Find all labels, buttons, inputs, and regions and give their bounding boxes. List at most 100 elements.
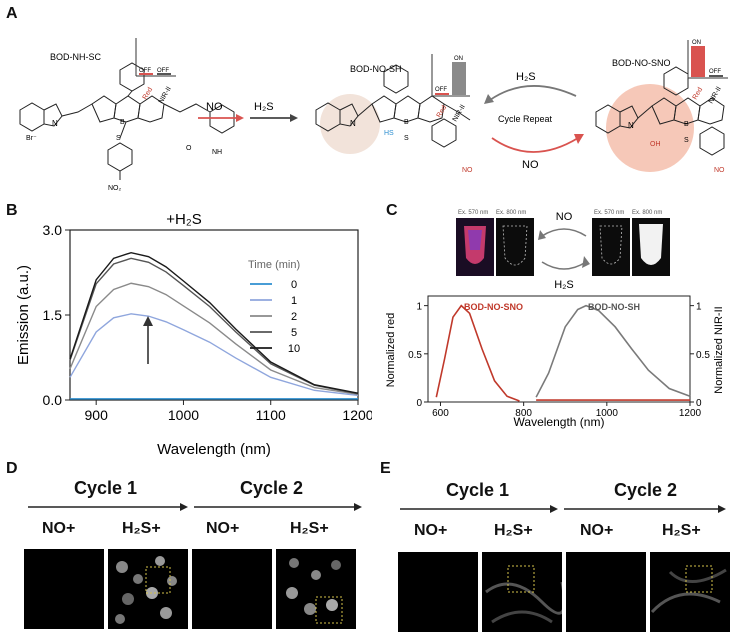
e-no-label-2: NO+ [580, 522, 614, 539]
chart-b-legend-title: Time (min) [248, 259, 300, 271]
chart-b-ytick-label: 1.5 [43, 307, 63, 323]
e-h2s-label-2: H₂S+ [662, 522, 701, 539]
e-cycle2-label: Cycle 2 [614, 480, 678, 500]
mini-red-1: Red [142, 86, 155, 101]
arrow-no-label: NO [206, 101, 223, 113]
chart-b-legend-label: 0 [291, 279, 297, 291]
mini-nir-1: NIR-II [158, 86, 173, 105]
e-h2s-label-1: H₂S+ [494, 522, 533, 539]
cycle-bottom-label: NO [522, 159, 539, 171]
chart-b-xtick-label: 1100 [256, 407, 286, 423]
chart-b-frame [69, 229, 359, 401]
mini-nir-2: NIR-II [452, 104, 467, 123]
arrow-up-icon [143, 316, 153, 364]
c-h2s-label: H₂S [554, 279, 574, 291]
mol3-oh: OH [650, 141, 661, 148]
chart-b-ytick-label: 0.0 [43, 392, 63, 408]
e-cycle1-label: Cycle 1 [446, 480, 510, 500]
d-image-no-1 [24, 549, 104, 629]
mol2-hs: HS [384, 130, 394, 137]
mol2-atom-b: B [404, 119, 409, 126]
panel-letter-a: A [6, 5, 18, 22]
chart-c-ylabel-right: Normalized NIR-II [713, 306, 725, 393]
chart-b-ylabel: Emission (a.u.) [15, 265, 32, 365]
mol1-atom-n: N [52, 119, 58, 128]
chart-c-ytick-label: 0 [416, 398, 422, 409]
cycle-arrow-bottom [491, 137, 579, 153]
chart-c-series-1 [535, 304, 691, 398]
chart-b-xtick-label: 900 [85, 407, 109, 423]
chart-c-frame [427, 295, 691, 403]
mini-off-4: OFF [709, 69, 721, 75]
mol2-label: BOD-NO-SH [350, 64, 402, 74]
ex570-2: Ex. 570 nm [594, 210, 624, 216]
e-image-no-1 [398, 552, 478, 632]
ex800-2: Ex. 800 nm [632, 210, 662, 216]
d-image-h2s-1 [108, 549, 188, 629]
chart-b-legend-label: 2 [291, 311, 297, 323]
mini-bar-red-off [139, 73, 153, 75]
mini-bar-chart-3: ON OFF Red NIR-II [687, 40, 728, 105]
chart-b-xtick-label: 1000 [168, 407, 199, 423]
e-image-no-2 [566, 552, 646, 632]
e-cycle-arrow [400, 505, 726, 513]
d-no-label-2: NO+ [206, 520, 240, 537]
panel-letter-d: D [6, 460, 18, 477]
d-no-label-1: NO+ [42, 520, 76, 537]
mol3-label: BOD-NO-SNO [612, 58, 671, 68]
d-image-h2s-2 [276, 549, 356, 629]
mol1-atom-b: B [120, 119, 125, 126]
d-h2s-label-2: H₂S+ [290, 520, 329, 537]
chart-b-series-1 [69, 313, 359, 397]
cycle-arrow-h2s [541, 261, 587, 270]
mol1-atom-s: S [116, 135, 121, 142]
vial-image-sno-nir [496, 218, 534, 276]
molecule-bod-nh-sc [19, 62, 235, 180]
panel-letter-b: B [6, 202, 18, 219]
cycle-mid-label: Cycle Repeat [498, 114, 553, 124]
mol1-no2: NO₂ [108, 185, 122, 192]
d-cycle-arrow [28, 503, 362, 511]
mol3-no: NO [714, 167, 725, 174]
chart-b-legend-label: 10 [288, 343, 300, 355]
vial-image-sh-red [592, 218, 630, 276]
mol1-o: O [186, 145, 192, 152]
mol2-atom-n: N [350, 119, 356, 128]
molecule-bod-no-sno [595, 66, 725, 172]
chart-b-series-2 [69, 282, 359, 396]
chart-c-xtick-label: 1200 [679, 408, 702, 419]
cycle-arrow-no [541, 228, 587, 237]
cycle-top-label: H₂S [516, 71, 536, 83]
e-no-label-1: NO+ [414, 522, 448, 539]
d-image-no-2 [192, 549, 272, 629]
chart-c-xtick-label: 1000 [596, 408, 619, 419]
chart-c-xtick-label: 600 [432, 408, 449, 419]
panel-letter-c: C [386, 202, 398, 219]
d-cycle1-label: Cycle 1 [74, 478, 138, 498]
chart-c-series-0 [435, 304, 520, 402]
panel-a-scheme: BOD-NH-SC N Br⁻ B S NO₂ NH O OFF OFF Red… [19, 38, 728, 192]
mol3-atom-b: B [684, 121, 689, 128]
c-legend-sno: BOD-NO-SNO [464, 302, 523, 312]
cycle-arrow-top [489, 85, 577, 101]
chart-c-xtick-label: 800 [515, 408, 532, 419]
mini-bar-chart-1: OFF OFF Red NIR-II [135, 38, 176, 105]
mini-on-2: ON [692, 40, 701, 46]
chart-b-series-10 [69, 251, 359, 394]
mini-off-1: OFF [139, 68, 151, 74]
mol1-nh: NH [212, 149, 222, 156]
chart-b-legend-label: 5 [291, 327, 297, 339]
chart-b-xtick-label: 1200 [342, 407, 372, 423]
arrow-h2s-label: H₂S [254, 101, 274, 113]
mol1-br: Br⁻ [26, 135, 37, 142]
mol2-no: NO [462, 167, 473, 174]
chart-b-title: +H₂S [166, 211, 201, 228]
mol2-atom-s: S [404, 135, 409, 142]
d-cycle2-label: Cycle 2 [240, 478, 304, 498]
panel-letter-e: E [380, 460, 391, 477]
mini-nir-3: NIR-II [708, 86, 723, 105]
c-legend-sh: BOD-NO-SH [588, 302, 640, 312]
mini-off-3: OFF [435, 87, 447, 93]
mini-bar-nir-off [157, 73, 171, 75]
